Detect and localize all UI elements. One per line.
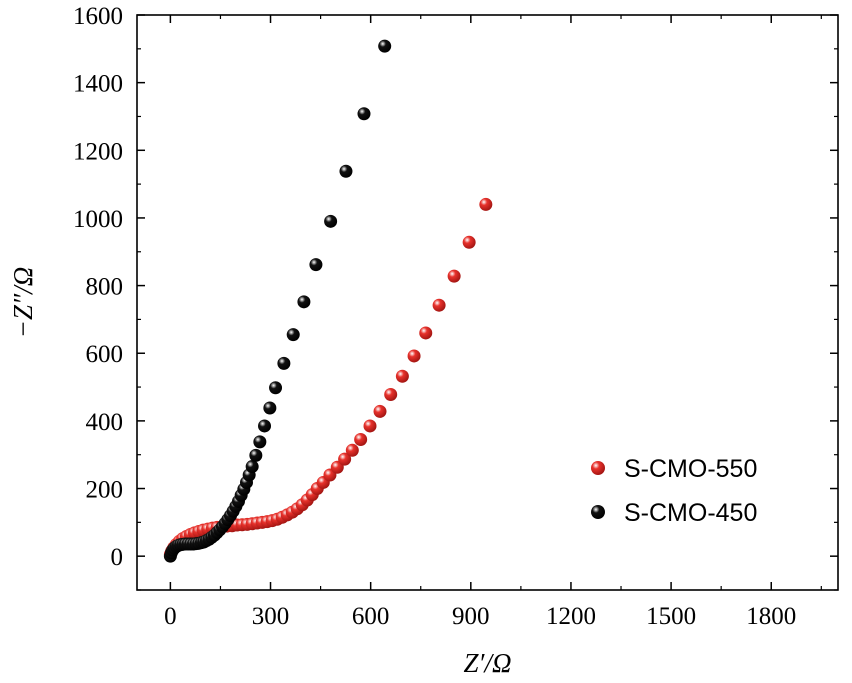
data-point	[345, 443, 359, 457]
plot-frame	[136, 14, 839, 591]
data-point	[384, 388, 398, 401]
data-point	[373, 404, 387, 418]
data-point	[447, 269, 461, 283]
y-tick-label: 0	[111, 544, 124, 571]
data-point	[462, 235, 476, 249]
data-point	[357, 107, 371, 121]
y-tick-label: 1400	[73, 71, 123, 98]
x-tick-label: 0	[164, 603, 177, 630]
data-point	[324, 214, 338, 228]
data-point	[245, 460, 259, 474]
data-point	[419, 326, 433, 340]
data-point	[479, 197, 493, 211]
data-point	[297, 295, 311, 309]
y-tick-label: 1200	[73, 138, 123, 165]
data-point	[432, 298, 446, 312]
data-point	[269, 381, 283, 395]
data-point	[258, 419, 272, 433]
data-point	[249, 448, 263, 462]
data-point	[263, 401, 277, 415]
series-s-cmo-550	[163, 197, 493, 561]
data-point	[354, 432, 368, 446]
series-s-cmo-450	[163, 39, 392, 563]
legend: S-CMO-550 S-CMO-450	[591, 455, 757, 527]
data-point	[309, 258, 323, 272]
legend-label: S-CMO-450	[624, 499, 757, 527]
data-point	[363, 419, 377, 433]
y-tick-label: 800	[86, 274, 124, 301]
x-tick-label: 1500	[646, 603, 696, 630]
x-tick-label: 900	[452, 603, 490, 630]
data-point	[253, 435, 267, 449]
data-point	[395, 369, 409, 383]
data-point	[286, 328, 300, 342]
legend-label: S-CMO-550	[624, 455, 757, 483]
x-tick-label: 1200	[546, 603, 596, 630]
data-point	[338, 452, 352, 466]
data-point	[339, 164, 353, 178]
data-point	[378, 39, 392, 53]
axes: 0 300 600 900 1200 1500 1800 0 200 400 600 800 1000 1…	[8, 3, 839, 678]
x-tick-label: 300	[252, 603, 290, 630]
y-axis-title: −Z″/Ω	[8, 267, 38, 339]
data-point	[277, 356, 291, 370]
plot-area	[163, 39, 493, 563]
y-tick-label: 400	[86, 409, 124, 436]
data-point	[407, 349, 421, 363]
x-tick-label: 1800	[746, 603, 796, 630]
y-tick-label: 1000	[73, 206, 123, 233]
y-tick-label: 1600	[73, 3, 123, 30]
x-tick-label: 600	[352, 603, 390, 630]
y-tick-label: 200	[86, 477, 124, 504]
legend-marker	[591, 461, 605, 475]
y-tick-label: 600	[86, 341, 124, 368]
legend-marker	[591, 505, 605, 519]
x-axis-title: Z′/Ω	[464, 648, 512, 678]
